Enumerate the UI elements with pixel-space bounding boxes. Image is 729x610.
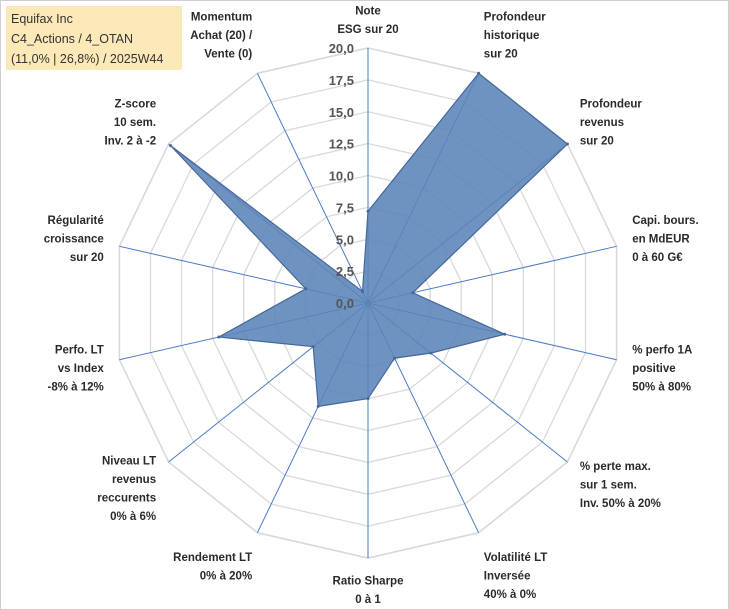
axis-label-line: ESG sur 20 bbox=[337, 24, 398, 36]
axis-label-line: 0% à 20% bbox=[200, 571, 252, 583]
axis-label-line: Profondeur bbox=[580, 99, 642, 111]
axis-label-line: 0% à 6% bbox=[110, 511, 156, 523]
axis-label-5: % perte max. sur 1 sem. Inv. 50% à 20% bbox=[580, 461, 661, 510]
axis-label-line: Inversée bbox=[484, 571, 531, 583]
axis-label-line: en MdEUR bbox=[632, 234, 690, 246]
company-name: Equifax Inc bbox=[11, 12, 73, 26]
axis-label-line: 0 à 1 bbox=[355, 594, 381, 606]
tick-label: 5,0 bbox=[336, 232, 354, 247]
portfolio-label: C4_Actions / 4_OTAN bbox=[11, 32, 134, 46]
axis-label-line: reccurents bbox=[97, 493, 156, 505]
axis-label-line: Note bbox=[355, 6, 381, 18]
axis-label-line: Régularité bbox=[48, 215, 104, 227]
axis-label-9: Niveau LT revenus reccurents 0% à 6% bbox=[97, 456, 156, 523]
axis-label-line: sur 20 bbox=[580, 136, 614, 148]
axis-label-0: Note ESG sur 20 bbox=[337, 6, 398, 37]
axis-label-line: Ratio Sharpe bbox=[333, 576, 404, 588]
data-point bbox=[393, 356, 397, 360]
axis-label-8: Rendement LT 0% à 20% bbox=[173, 552, 252, 583]
axis-label-line: Rendement LT bbox=[173, 552, 252, 564]
axis-label-line: Momentum bbox=[191, 11, 252, 23]
tick-label: 15,0 bbox=[329, 105, 354, 120]
axis-label-6: Volatilité LT Inversée 40% à 0% bbox=[484, 552, 547, 601]
data-point bbox=[217, 335, 221, 339]
data-point bbox=[503, 332, 507, 336]
tick-label: 17,5 bbox=[329, 73, 354, 88]
spoke-13 bbox=[256, 73, 369, 304]
data-point bbox=[311, 345, 315, 349]
axis-label-10: Perfo. LT vs Index -8% à 12% bbox=[48, 344, 105, 393]
axis-label-line: Volatilité LT bbox=[484, 552, 547, 564]
axis-label-line: croissance bbox=[44, 234, 104, 246]
axis-label-line: Inv. 50% à 20% bbox=[580, 498, 661, 510]
axis-label-2: Profondeur revenus sur 20 bbox=[580, 99, 642, 148]
tick-label: 2,5 bbox=[336, 264, 354, 279]
data-point bbox=[169, 144, 173, 148]
axis-label-3: Capi. bours. en MdEUR 0 à 60 G€ bbox=[632, 215, 698, 264]
data-point bbox=[411, 291, 415, 295]
axis-label-line: 50% à 80% bbox=[632, 381, 691, 393]
axis-label-line: Achat (20) / bbox=[190, 30, 253, 42]
axis-label-line: Niveau LT bbox=[102, 456, 156, 468]
axis-label-line: Capi. bours. bbox=[632, 215, 698, 227]
data-point bbox=[366, 397, 370, 401]
data-point bbox=[477, 71, 481, 75]
axis-label-line: 10 sem. bbox=[114, 117, 156, 129]
axis-label-line: Inv. 2 à -2 bbox=[105, 136, 157, 148]
axis-label-12: Z-score 10 sem. Inv. 2 à -2 bbox=[105, 99, 157, 148]
axis-label-line: -8% à 12% bbox=[48, 381, 104, 393]
axis-label-4: % perfo 1A positive 50% à 80% bbox=[632, 344, 692, 393]
tick-label: 7,5 bbox=[336, 200, 354, 215]
tick-label: 20,0 bbox=[329, 41, 354, 56]
axis-label-line: sur 20 bbox=[70, 252, 104, 264]
axis-label-line: Z-score bbox=[115, 99, 157, 111]
axis-label-line: revenus bbox=[112, 474, 156, 486]
data-point bbox=[304, 287, 308, 291]
axis-label-line: 40% à 0% bbox=[484, 589, 536, 601]
axis-label-line: revenus bbox=[580, 117, 624, 129]
data-point bbox=[429, 351, 433, 355]
tick-label-layer: 0,0 2,5 5,0 7,5 10,0 12,5 15,0 17,5 20,0 bbox=[329, 41, 354, 311]
axis-label-13: Momentum Achat (20) / Vente (0) bbox=[190, 11, 253, 60]
axis-label-line: % perte max. bbox=[580, 461, 651, 473]
info-box: Equifax Inc C4_Actions / 4_OTAN (11,0% |… bbox=[6, 6, 182, 70]
performance-stats: (11,0% | 26,8%) / 2025W44 bbox=[11, 52, 164, 66]
axis-label-11: Régularité croissance sur 20 bbox=[44, 215, 104, 264]
axis-label-line: 0 à 60 G€ bbox=[632, 252, 683, 264]
data-point bbox=[565, 142, 569, 146]
axis-label-line: Profondeur bbox=[484, 11, 546, 23]
series-layer bbox=[169, 71, 569, 408]
data-point bbox=[316, 404, 320, 408]
axis-label-line: sur 20 bbox=[484, 48, 518, 60]
axis-label-line: % perfo 1A bbox=[632, 344, 692, 356]
axis-label-line: Perfo. LT bbox=[55, 344, 104, 356]
axis-label-line: positive bbox=[632, 363, 675, 375]
tick-label: 0,0 bbox=[336, 296, 354, 311]
series-area-0 bbox=[170, 72, 569, 408]
axis-label-line: historique bbox=[484, 30, 540, 42]
axis-label-7: Ratio Sharpe 0 à 1 bbox=[333, 576, 404, 607]
axis-label-layer: Note ESG sur 20 Profondeur historique sur 20… bbox=[44, 6, 699, 607]
axis-label-line: sur 1 sem. bbox=[580, 479, 637, 491]
axis-label-1: Profondeur historique sur 20 bbox=[484, 11, 546, 60]
tick-label: 12,5 bbox=[329, 137, 354, 152]
tick-label: 10,0 bbox=[329, 169, 354, 184]
axis-label-line: Vente (0) bbox=[204, 48, 252, 60]
data-point bbox=[361, 290, 364, 293]
axis-label-line: vs Index bbox=[58, 363, 105, 375]
data-point bbox=[366, 209, 370, 213]
